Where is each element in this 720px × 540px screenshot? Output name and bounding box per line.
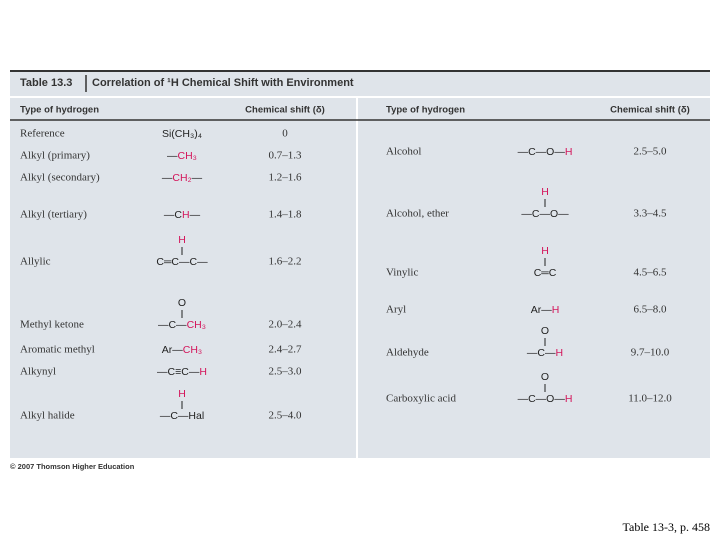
formula: C═C xyxy=(534,267,557,279)
hydrogen-type: Alkyl (primary) xyxy=(20,150,90,162)
formula-part: H xyxy=(552,304,560,316)
formula-part: — xyxy=(192,172,203,184)
formula-part: —C— xyxy=(527,347,556,359)
formula-part: H xyxy=(182,209,190,221)
hydrogen-type: Aromatic methyl xyxy=(20,344,95,356)
formula-part: C═C—C— xyxy=(156,256,208,268)
chemical-shift: 3.3–4.5 xyxy=(634,208,668,220)
chemical-shift: 2.5–3.0 xyxy=(269,366,303,378)
formula-part: CH₂ xyxy=(172,172,191,184)
formula: —CH₃ xyxy=(167,150,197,162)
formula-part: —C—O— xyxy=(518,146,566,158)
hydrogen-type: Vinylic xyxy=(386,267,418,279)
formula-part: H xyxy=(565,146,573,158)
formula-part: Si(CH₃)₄ xyxy=(162,128,202,140)
formula: Si(CH₃)₄ xyxy=(162,128,202,140)
header-shift: Chemical shift (δ) xyxy=(245,105,325,116)
chemical-shift: 11.0–12.0 xyxy=(628,393,672,405)
hydrogen-type: Alcohol xyxy=(386,146,421,158)
formula-part: H xyxy=(565,393,573,405)
formula-substituent: O xyxy=(541,371,549,383)
chemical-shift: 0.7–1.3 xyxy=(269,150,303,162)
hydrogen-type: Methyl ketone xyxy=(20,319,84,331)
table-background xyxy=(10,70,710,458)
formula-substituent: H xyxy=(541,186,549,198)
hydrogen-type: Aldehyde xyxy=(386,347,429,359)
formula-substituent: H xyxy=(178,234,186,246)
hydrogen-type: Carboxylic acid xyxy=(386,393,456,405)
hydrogen-type: Allylic xyxy=(20,256,51,268)
hydrogen-type: Alkyl (tertiary) xyxy=(20,209,87,221)
hydrogen-type: Alkyl halide xyxy=(20,410,75,422)
formula-part: — xyxy=(167,150,178,162)
formula-part: —C—O— xyxy=(518,393,566,405)
chemical-shift: 2.0–2.4 xyxy=(269,319,303,331)
hydrogen-type: Aryl xyxy=(386,304,406,316)
formula-part: —C— xyxy=(158,319,187,331)
chemical-shift: 2.5–4.0 xyxy=(269,410,303,422)
caption: Table 13-3, p. 458 xyxy=(623,520,710,534)
formula-substituent: O xyxy=(178,297,186,309)
formula-substituent: H xyxy=(541,245,549,257)
chemical-shift: 0 xyxy=(282,128,288,140)
formula-part: Ar— xyxy=(162,344,184,356)
formula-part: —C—Hal xyxy=(160,410,204,422)
formula: Ar—H xyxy=(531,304,560,316)
chemical-shift: 2.5–5.0 xyxy=(634,146,668,158)
table-title: Correlation of ¹H Chemical Shift with En… xyxy=(92,77,354,89)
header-type: Type of hydrogen xyxy=(20,105,99,116)
formula: —CH— xyxy=(164,209,201,221)
formula: —C—O—H xyxy=(518,393,573,405)
formula-part: H xyxy=(556,347,564,359)
formula: —C—Hal xyxy=(160,410,204,422)
formula-part: CH₃ xyxy=(183,344,202,356)
table-number: Table 13.3 xyxy=(20,77,72,89)
formula-part: —C—O— xyxy=(521,208,569,220)
formula: —C—CH₃ xyxy=(158,319,206,331)
formula-substituent: O xyxy=(541,325,549,337)
chemical-shift: 1.6–2.2 xyxy=(269,256,302,268)
formula-part: Ar— xyxy=(531,304,553,316)
formula: —C—O— xyxy=(521,208,569,220)
formula: C═C—C— xyxy=(156,256,208,268)
formula-part: CH₃ xyxy=(178,150,197,162)
formula: —CH₂— xyxy=(162,172,203,184)
formula-part: CH₃ xyxy=(187,319,206,331)
hydrogen-type: Alcohol, ether xyxy=(386,208,449,220)
formula-substituent: H xyxy=(178,388,186,400)
chemical-shift: 1.2–1.6 xyxy=(269,172,303,184)
formula-part: — xyxy=(190,209,201,221)
chemical-shift: 2.4–2.7 xyxy=(269,344,303,356)
formula: —C—H xyxy=(527,347,563,359)
copyright: © 2007 Thomson Higher Education xyxy=(10,462,135,471)
formula: —C—O—H xyxy=(518,146,573,158)
chemical-shift: 9.7–10.0 xyxy=(631,347,670,359)
header-shift: Chemical shift (δ) xyxy=(610,105,690,116)
formula-part: —C xyxy=(164,209,183,221)
formula: Ar—CH₃ xyxy=(162,344,202,356)
header-type: Type of hydrogen xyxy=(386,105,465,116)
formula-part: —C≡C— xyxy=(157,366,200,378)
chemical-shift: 4.5–6.5 xyxy=(634,267,668,279)
chemical-shift: 1.4–1.8 xyxy=(269,209,303,221)
formula-part: H xyxy=(199,366,207,378)
formula: —C≡C—H xyxy=(157,366,207,378)
hydrogen-type: Reference xyxy=(20,128,65,140)
hydrogen-type: Alkyl (secondary) xyxy=(20,172,100,184)
formula-part: C═C xyxy=(534,267,557,279)
hydrogen-type: Alkynyl xyxy=(20,366,56,378)
chemical-shift: 6.5–8.0 xyxy=(634,304,668,316)
formula-part: — xyxy=(162,172,173,184)
